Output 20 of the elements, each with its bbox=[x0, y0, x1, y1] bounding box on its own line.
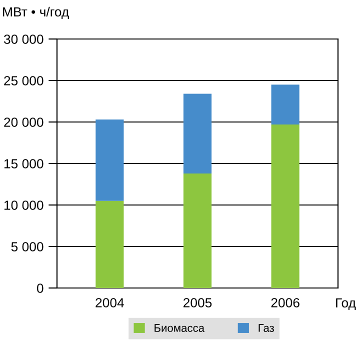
legend-label: Биомасса bbox=[154, 324, 205, 332]
bar bbox=[96, 120, 124, 201]
legend-label: Газ bbox=[258, 324, 274, 332]
x-axis-title: Год bbox=[336, 298, 356, 310]
y-tick-label: 20 000 bbox=[4, 118, 44, 127]
y-tick-label: 25 000 bbox=[4, 76, 44, 86]
bar bbox=[96, 200, 124, 288]
y-tick-label: 10 000 bbox=[4, 200, 44, 210]
bar bbox=[271, 84, 300, 124]
y-tick-label: 5 000 bbox=[11, 242, 44, 252]
y-axis-title: МВт • ч/год bbox=[3, 6, 69, 20]
x-tick-label: 2004 bbox=[96, 298, 124, 308]
x-tick-label: 2005 bbox=[183, 298, 212, 308]
x-tick-label: 2006 bbox=[271, 298, 300, 308]
bar bbox=[183, 173, 212, 288]
bar bbox=[183, 94, 212, 174]
y-tick-label: 0 bbox=[36, 284, 44, 293]
bar bbox=[271, 124, 300, 288]
y-tick-label: 30 000 bbox=[4, 34, 44, 44]
y-tick-label: 15 000 bbox=[4, 159, 44, 168]
